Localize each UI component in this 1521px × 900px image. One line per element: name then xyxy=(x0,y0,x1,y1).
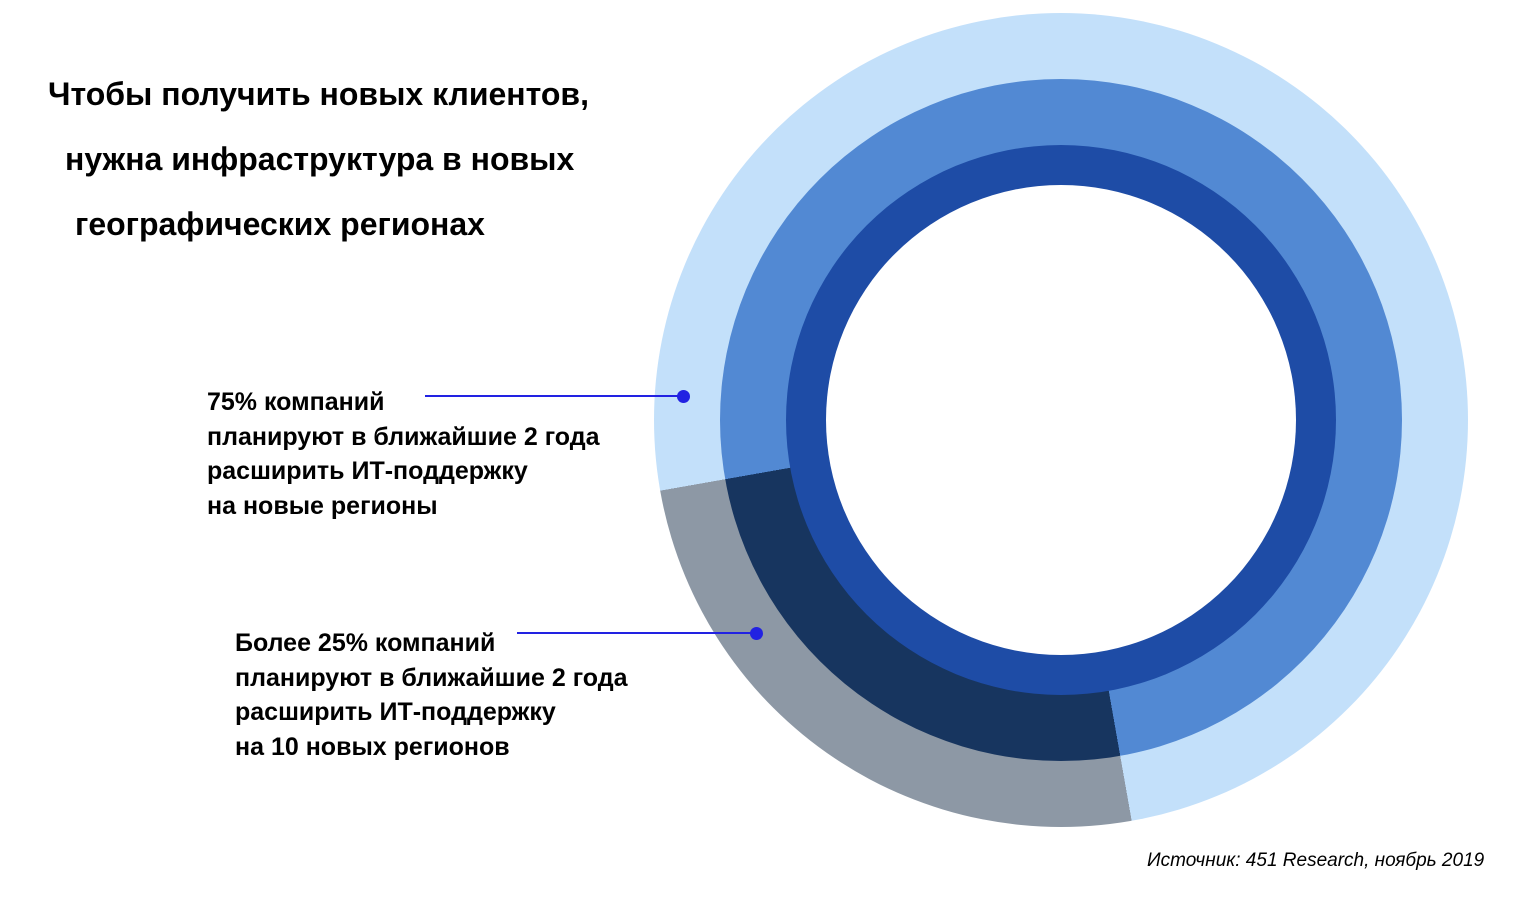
callout-75-line-4: на новые регионы xyxy=(207,491,438,520)
callout-75-percent: 75% компаний планируют в ближайшие 2 год… xyxy=(207,385,600,523)
donut-center-hole xyxy=(826,185,1296,655)
callout-75-line-1: 75% компаний xyxy=(207,388,385,416)
callout-25-connector-dot xyxy=(750,626,763,640)
callout-25-line-2: планируют в ближайшие 2 года xyxy=(235,663,628,692)
callout-25-line-3: расширить ИТ-поддержку xyxy=(235,698,556,726)
callout-25-line-4: на 10 новых регионов xyxy=(235,732,510,761)
page-title: Чтобы получить новых клиентов, нужна инф… xyxy=(48,62,589,257)
callout-75-line-2: планируют в ближайшие 2 года xyxy=(207,422,600,451)
title-line-3: географических регионах xyxy=(75,206,485,242)
callout-25-percent: Более 25% компаний планируют в ближайшие… xyxy=(235,626,628,764)
callout-25-line-1: Более 25% компаний xyxy=(235,629,496,657)
callout-75-connector-dot xyxy=(677,389,690,403)
callout-25-connector-line xyxy=(517,626,763,640)
callout-75-line-3: расширить ИТ-поддержку xyxy=(207,457,528,485)
source-note: Источник: 451 Research, ноябрь 2019 xyxy=(1147,850,1485,871)
title-line-1: Чтобы получить новых клиентов, xyxy=(48,76,589,112)
callout-75-connector-line xyxy=(425,389,690,403)
title-line-2: нужна инфраструктура в новых xyxy=(65,141,575,177)
